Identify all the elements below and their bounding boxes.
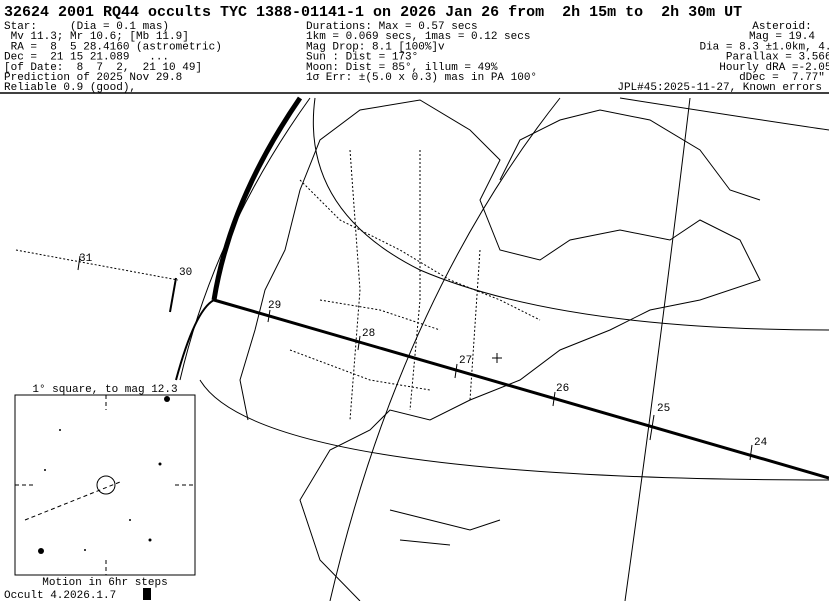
limb-inner — [179, 97, 311, 381]
motion-track — [15, 395, 195, 575]
header-right-line: JPL#45:2025-11-27, Known errors — [617, 82, 822, 94]
time-tick — [357, 335, 361, 351]
header-left-line: Prediction of 2025 Nov 29.8 — [4, 72, 182, 84]
time-tick — [169, 277, 177, 313]
star — [129, 519, 131, 521]
header-middle-line: Sun : Dist = 173° — [306, 52, 418, 64]
time-label: 30 — [179, 267, 192, 279]
latitude-arc — [199, 379, 829, 481]
header-left-line: Reliable 0.9 (good), — [4, 82, 136, 94]
star — [84, 549, 86, 551]
earth-limb — [211, 96, 303, 301]
header-right-line: Mag = 19.4 — [749, 31, 815, 43]
time-tick — [77, 255, 81, 271]
header-left-line: Star: (Dia = 0.1 mas) — [4, 21, 169, 33]
header-right-line: Dia = 8.3 ±1.0km, 4.6 mas — [699, 41, 829, 53]
state-borders — [289, 149, 541, 421]
central-line — [213, 298, 829, 480]
time-tick — [267, 309, 271, 323]
header-middle-line: 1km = 0.069 secs, 1mas = 0.12 secs — [306, 31, 530, 43]
header-right-line: Hourly dRA =-2.053s — [719, 62, 829, 74]
meridian — [624, 97, 691, 601]
site-cross — [492, 353, 502, 363]
latitude-arc — [312, 97, 829, 331]
latitude-arc — [619, 97, 829, 131]
time-tick — [454, 363, 458, 379]
footer: Occult 4.2026.1.7 — [4, 590, 116, 601]
time-label: 28 — [362, 328, 375, 340]
header-right-line: Asteroid: — [752, 21, 811, 33]
header-left-line: Mv 11.3; Mr 10.6; [Mb 11.9] — [4, 31, 189, 43]
header-middle-line: Moon: Dist = 85°, illum = 49% — [306, 62, 498, 74]
star — [164, 396, 170, 402]
star — [148, 538, 152, 542]
star — [158, 462, 162, 466]
header-right-line: dDec = 7.77" — [739, 72, 825, 84]
time-label: 27 — [459, 355, 472, 367]
coastline — [239, 99, 761, 601]
scale-bar — [143, 588, 151, 600]
time-tick — [552, 391, 556, 407]
caribbean — [389, 509, 501, 546]
path-offearth — [15, 249, 179, 281]
target-circle — [96, 475, 116, 495]
header-middle-line: Durations: Max = 0.57 secs — [306, 21, 478, 33]
coastline — [499, 109, 761, 201]
inset-stars — [15, 395, 195, 575]
inset-box — [14, 394, 196, 576]
inset-caption: Motion in 6hr steps — [42, 577, 167, 589]
header-right-line: Parallax = 3.566" — [726, 52, 829, 64]
title: 32624 2001 RQ44 occults TYC 1388-01141-1… — [4, 4, 742, 21]
header-middle-line: Mag Drop: 8.1 [100%]v — [306, 41, 445, 53]
time-label: 29 — [268, 300, 281, 312]
inset-title: 1° square, to mag 12.3 — [32, 384, 177, 396]
header-left-line: RA = 8 5 28.4160 (astrometric) — [4, 41, 222, 53]
time-label: 25 — [657, 403, 670, 415]
star — [44, 469, 46, 471]
header-left-line: [of Date: 8 7 2, 21 10 49] — [4, 62, 202, 74]
header-middle-line: 1σ Err: ±(5.0 x 0.3) mas in PA 100° — [306, 72, 537, 84]
map: 31 30 29 28 27 26 25 24 — [15, 96, 829, 601]
time-tick — [649, 414, 655, 441]
star — [38, 548, 44, 554]
header-left-line: Dec = 21 15 21.089 ... — [4, 52, 169, 64]
meridian — [329, 97, 561, 601]
time-label: 26 — [556, 383, 569, 395]
time-label: 31 — [79, 253, 93, 265]
time-tick — [749, 444, 753, 461]
star — [59, 429, 61, 431]
time-label: 24 — [754, 437, 768, 449]
